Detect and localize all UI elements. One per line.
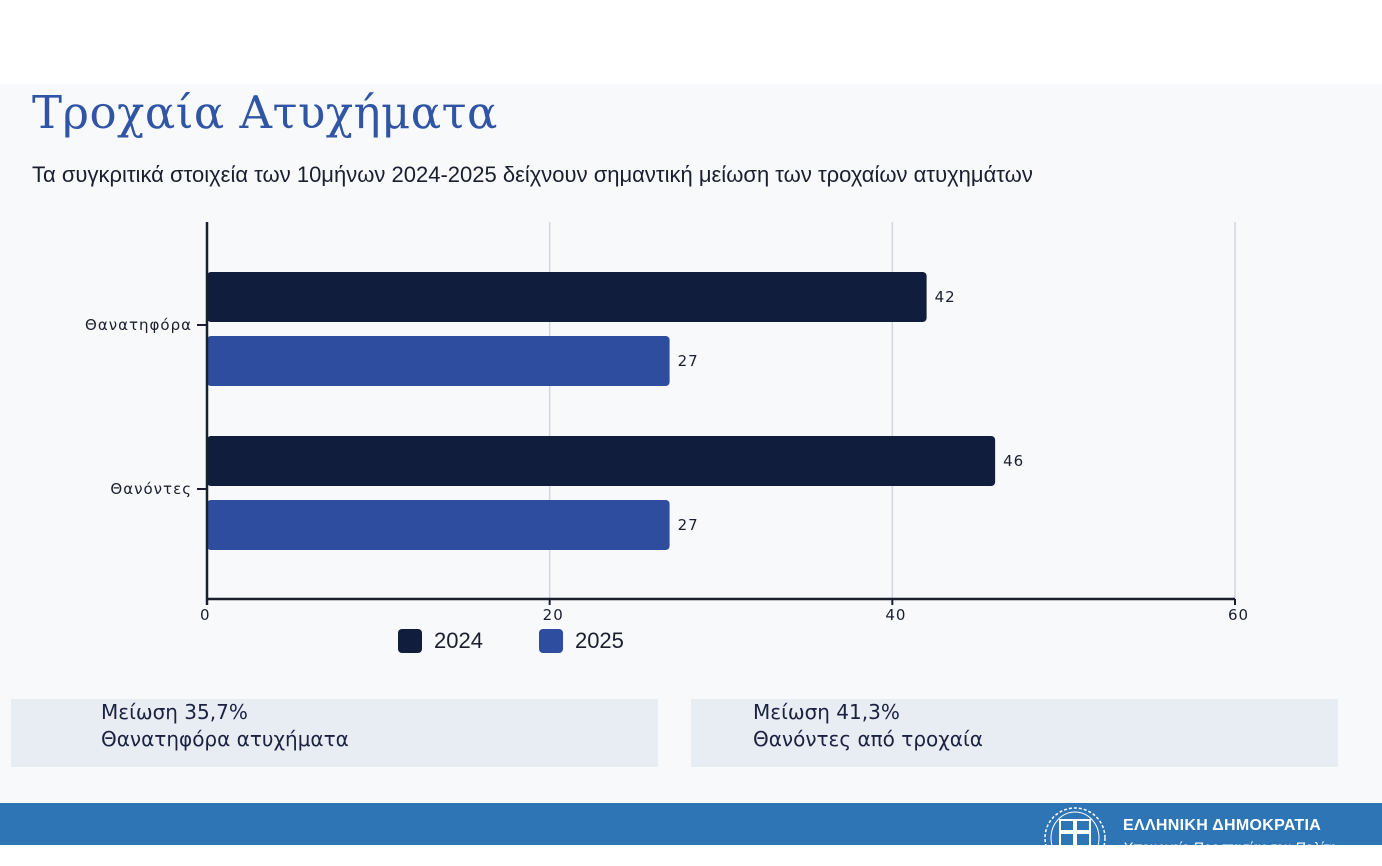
x-tick-label: 60 [1228,606,1249,624]
legend-swatch-2024 [398,629,422,653]
page-subtitle: Τα συγκριτικά στοιχεία των 10μήνων 2024-… [32,162,1033,187]
bar-data-label: 42 [935,288,956,306]
summary-card-deaths: Μείωση 41,3% Θανόντες από τροχαία [691,699,1338,767]
x-tick-label: 40 [885,606,906,624]
legend-swatch-2025 [538,629,563,653]
x-tick-label: 0 [200,606,211,624]
summary-caption: Θανόντες από τροχαία [753,727,983,751]
bar-2024 [207,272,927,322]
ministry-name: Υπουργείο Προστασίας του Πολίτη [1123,839,1336,855]
bar-data-label: 46 [1003,452,1024,470]
page-title: Τροχαία Ατυχήματα [32,86,498,139]
bar-2024 [207,436,996,486]
x-tick-label: 20 [543,606,564,624]
summary-card-fatal-accidents: Μείωση 35,7% Θανατηφόρα ατυχήματα [11,699,658,767]
bar-chart: 42 27 46 27 0 20 40 60 Θανατηφόρα Θανόντες [85,222,1249,624]
summary-reduction: Μείωση 35,7% [101,700,248,724]
greek-coat-of-arms-icon [1044,807,1106,866]
bar-2025 [207,500,670,550]
summary-reduction: Μείωση 41,3% [753,700,900,724]
legend-item-2024: 2024 [398,628,483,654]
legend-label-2025: 2025 [574,628,624,653]
bar-data-label: 27 [678,516,699,534]
legend-label-2024: 2024 [434,628,483,653]
y-tick-label: Θανόντες [110,480,192,498]
summary-caption: Θανατηφόρα ατυχήματα [101,727,349,751]
chart-bars: 42 27 46 27 [207,272,1024,550]
footer-bar: ΕΛΛΗΝΙΚΗ ΔΗΜΟΚΡΑΤΙΑ Υπουργείο Προστασίας… [0,803,1382,866]
bar-2025 [207,336,670,386]
legend-item-2025: 2025 [538,628,624,654]
chart-axes: 0 20 40 60 Θανατηφόρα Θανόντες [85,222,1249,624]
chart-legend: 2024 2025 [398,628,680,654]
government-name: ΕΛΛΗΝΙΚΗ ΔΗΜΟΚΡΑΤΙΑ [1123,817,1322,834]
bar-data-label: 27 [678,352,699,370]
y-tick-label: Θανατηφόρα [85,316,192,334]
